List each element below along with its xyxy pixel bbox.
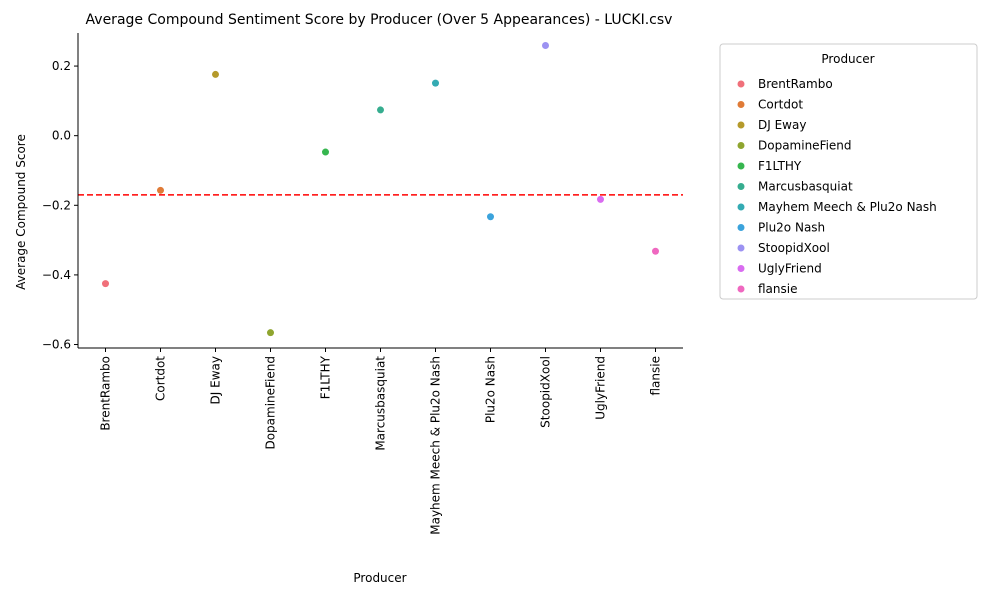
legend-frame — [719, 43, 978, 300]
legend-label-5: Marcusbasquiat — [758, 180, 853, 194]
legend-label-1: Cortdot — [758, 98, 803, 112]
legend-marker-8 — [737, 244, 745, 252]
y-axis: −0.6 −0.4 −0.2 0.0 0.2 — [42, 59, 78, 352]
y-tick-label-0: −0.6 — [42, 338, 71, 352]
axes-frame — [77, 33, 683, 349]
data-point-5 — [377, 106, 384, 114]
legend-marker-6 — [737, 203, 745, 211]
y-tick-label-3: 0.0 — [52, 129, 71, 143]
x-tick-label-8: StoopidXool — [539, 356, 553, 428]
data-point-10 — [652, 247, 659, 255]
legend: Producer BrentRambo Cortdot DJ Eway Dopamin… — [719, 43, 978, 300]
x-tick-label-4: F1LTHY — [319, 355, 333, 399]
legend-marker-1 — [737, 101, 745, 108]
y-tick-label-4: 0.2 — [52, 59, 71, 73]
x-tick-label-10: flansie — [649, 356, 663, 396]
x-tick-label-0: BrentRambo — [99, 356, 113, 431]
x-tick-label-1: Cortdot — [154, 356, 168, 401]
chart-title: Average Compound Sentiment Score by Prod… — [86, 12, 673, 28]
data-point-2 — [212, 70, 219, 78]
data-point-0 — [102, 280, 109, 288]
y-tick-label-2: −0.2 — [42, 198, 71, 212]
legend-marker-2 — [737, 121, 745, 129]
legend-label-6: Mayhem Meech & Plu2o Nash — [758, 200, 937, 214]
legend-marker-10 — [737, 285, 745, 293]
legend-marker-3 — [737, 142, 745, 149]
data-point-3 — [267, 329, 274, 337]
x-tick-label-2: DJ Eway — [209, 356, 223, 404]
data-point-9 — [597, 195, 604, 203]
x-tick-label-3: DopamineFiend — [264, 356, 278, 450]
data-point-4 — [322, 148, 329, 156]
x-tick-label-9: UglyFriend — [594, 356, 608, 420]
x-tick-label-7: Plu2o Nash — [484, 356, 498, 423]
legend-label-4: F1LTHY — [758, 159, 802, 173]
legend-label-8: StoopidXool — [758, 241, 830, 255]
legend-title: Producer — [821, 52, 874, 66]
legend-label-7: Plu2o Nash — [758, 221, 825, 235]
x-tick-label-5: Marcusbasquiat — [374, 356, 388, 451]
legend-label-10: flansie — [758, 282, 798, 296]
legend-marker-7 — [737, 224, 745, 231]
x-tick-label-6: Mayhem Meech & Plu2o Nash — [429, 356, 443, 535]
legend-marker-5 — [737, 183, 745, 190]
y-axis-label: Average Compound Score — [14, 134, 28, 290]
legend-label-0: BrentRambo — [758, 77, 833, 91]
data-point-6 — [432, 79, 439, 87]
legend-marker-0 — [737, 80, 745, 88]
plot-area — [77, 33, 683, 349]
data-points — [102, 42, 659, 337]
legend-label-2: DJ Eway — [758, 118, 806, 132]
legend-label-3: DopamineFiend — [758, 139, 852, 153]
x-axis: BrentRambo Cortdot DJ Eway DopamineFiend F1L… — [99, 348, 663, 535]
legend-items: BrentRambo Cortdot DJ Eway DopamineFiend F1L… — [737, 77, 937, 296]
x-axis-label: Producer — [353, 571, 406, 585]
legend-label-9: UglyFriend — [758, 262, 822, 276]
data-point-7 — [487, 213, 494, 221]
data-point-1 — [157, 186, 164, 194]
y-tick-label-1: −0.4 — [42, 268, 71, 282]
legend-marker-9 — [737, 265, 745, 272]
data-point-8 — [542, 42, 549, 50]
legend-marker-4 — [737, 162, 745, 170]
